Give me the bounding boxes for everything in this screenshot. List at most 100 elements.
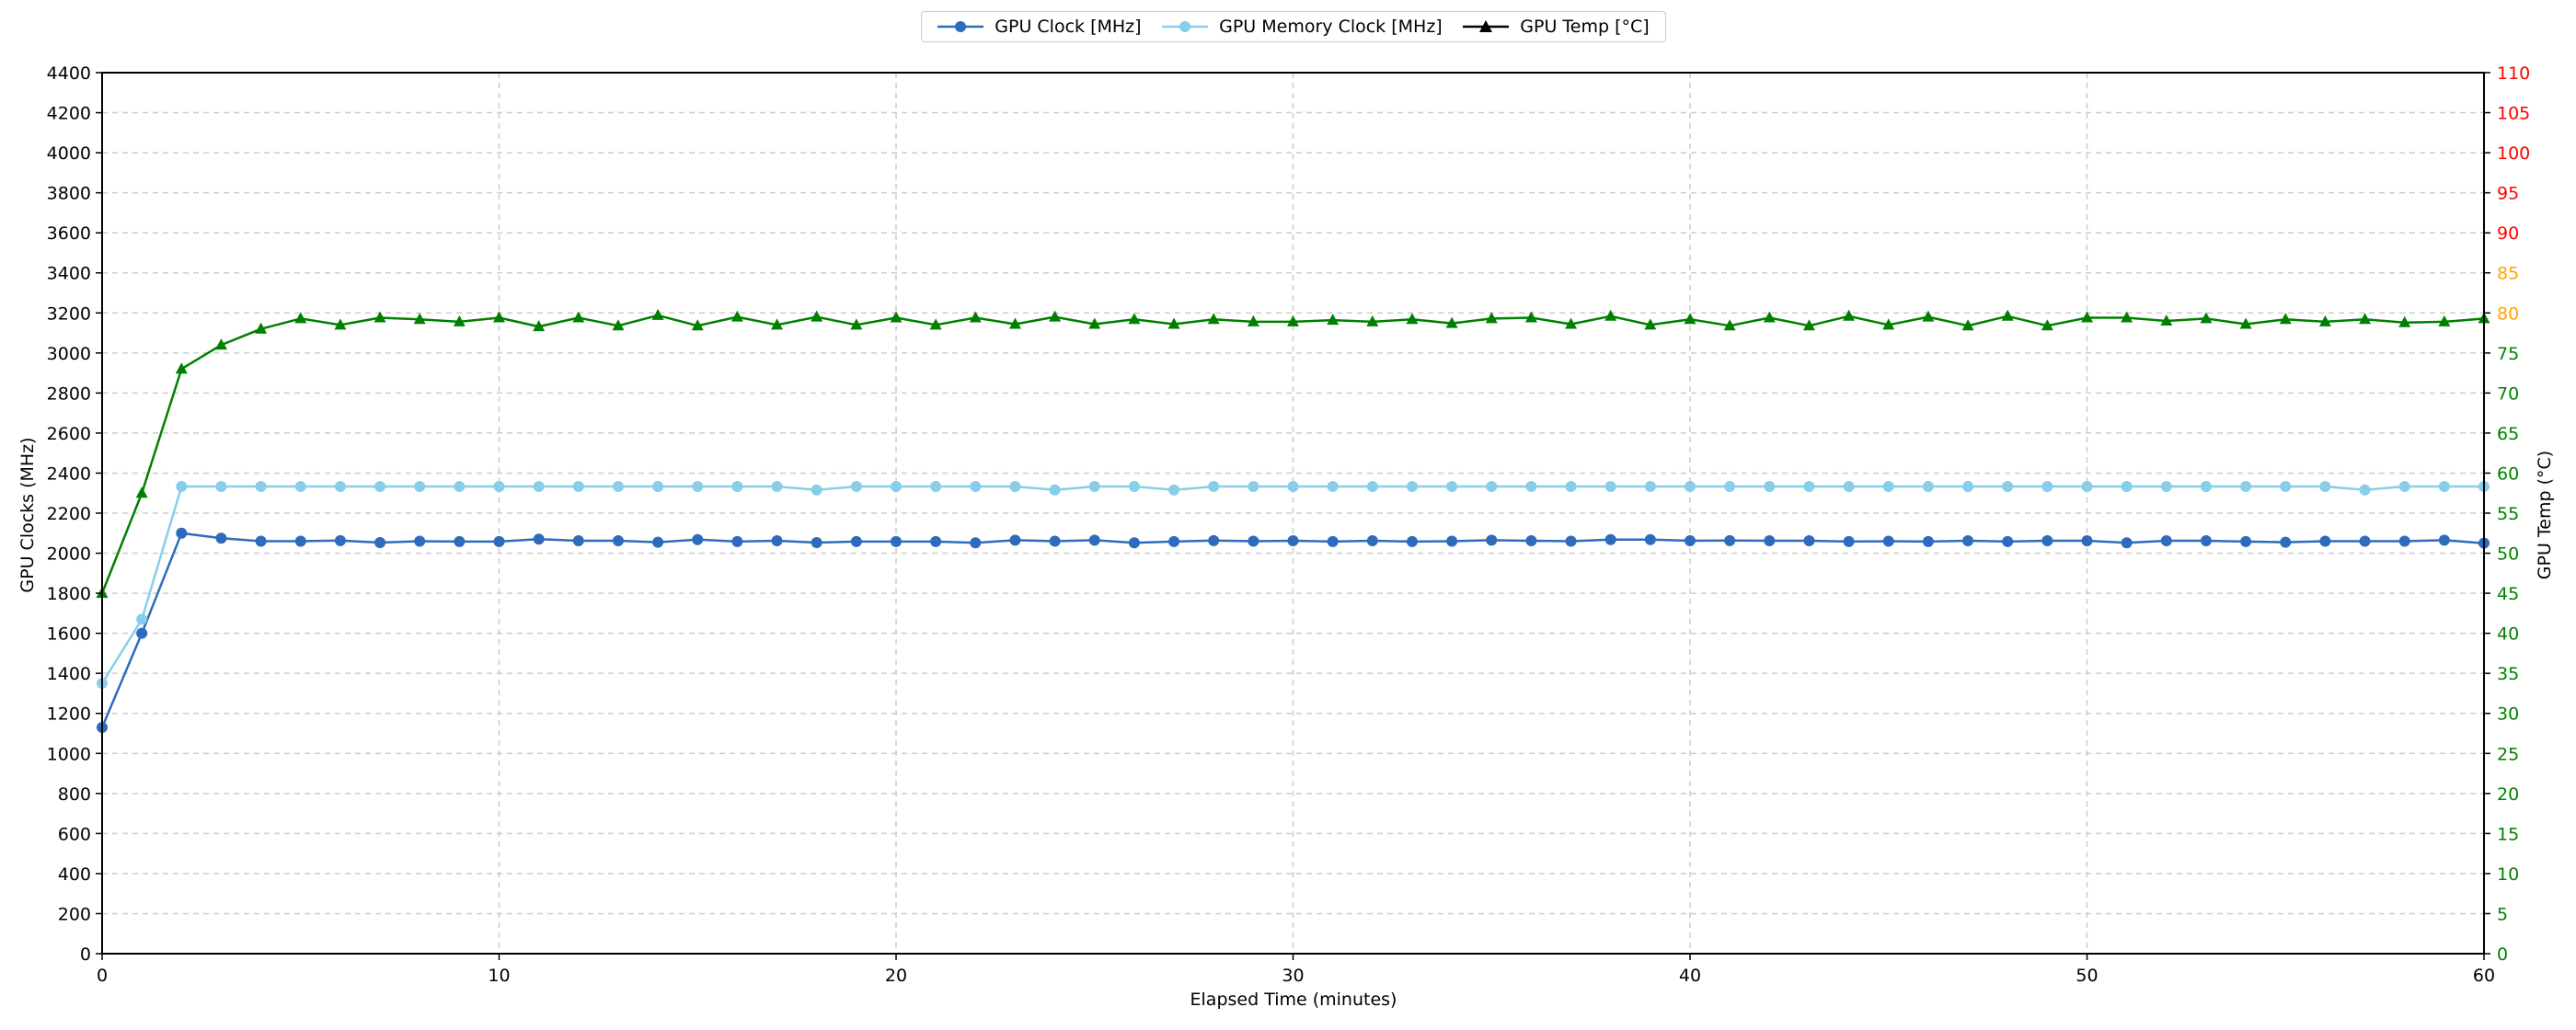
data-point-gpu-memory-clock-mhz xyxy=(454,481,466,493)
data-point-gpu-temp-c xyxy=(1802,319,1815,331)
y2-tick-label: 100 xyxy=(2497,143,2530,164)
data-point-gpu-memory-clock-mhz xyxy=(1248,481,1259,493)
y-tick-label: 0 xyxy=(80,944,91,965)
x-axis-label: Elapsed Time (minutes) xyxy=(1190,990,1397,1010)
data-point-gpu-temp-c xyxy=(1366,315,1379,326)
data-point-gpu-clock-mhz xyxy=(1446,535,1458,547)
data-point-gpu-memory-clock-mhz xyxy=(1525,481,1537,493)
data-point-gpu-memory-clock-mhz xyxy=(2438,481,2450,493)
data-point-gpu-memory-clock-mhz xyxy=(255,481,267,493)
data-point-gpu-temp-c xyxy=(334,318,347,330)
data-point-gpu-temp-c xyxy=(374,311,386,323)
x-tick-label: 30 xyxy=(1282,966,1304,986)
data-point-gpu-clock-mhz xyxy=(1843,535,1855,547)
data-point-gpu-temp-c xyxy=(1644,318,1657,330)
data-point-gpu-clock-mhz xyxy=(1327,535,1339,547)
y-tick-label: 4400 xyxy=(47,63,91,84)
data-point-gpu-temp-c xyxy=(1247,315,1259,326)
data-point-gpu-temp-c xyxy=(2318,315,2331,326)
data-point-gpu-clock-mhz xyxy=(2160,535,2172,547)
data-point-gpu-clock-mhz xyxy=(731,535,743,547)
data-point-gpu-memory-clock-mhz xyxy=(692,481,704,493)
data-point-gpu-clock-mhz xyxy=(771,535,783,547)
data-point-gpu-temp-c xyxy=(811,310,823,322)
y2-tick-label: 80 xyxy=(2497,303,2519,324)
data-point-gpu-clock-mhz xyxy=(970,537,982,549)
data-point-gpu-clock-mhz xyxy=(1049,535,1061,547)
y-tick-label: 4000 xyxy=(47,143,91,164)
y2-tick-label: 50 xyxy=(2497,544,2519,565)
data-point-gpu-clock-mhz xyxy=(1009,534,1021,546)
y-tick-label: 400 xyxy=(58,864,91,885)
data-point-gpu-memory-clock-mhz xyxy=(1327,481,1339,493)
gpu-clock-line-circle-icon xyxy=(937,21,984,32)
legend-label-gpu-temp: GPU Temp [°C] xyxy=(1520,17,1650,37)
data-point-gpu-clock-mhz xyxy=(1168,535,1180,547)
data-point-gpu-memory-clock-mhz xyxy=(1724,481,1736,493)
y-tick-label: 1000 xyxy=(47,744,91,764)
y2-tick-label: 70 xyxy=(2497,383,2519,404)
data-point-gpu-clock-mhz xyxy=(2438,534,2450,546)
data-point-gpu-memory-clock-mhz xyxy=(493,481,505,493)
data-point-gpu-clock-mhz xyxy=(1764,535,1776,547)
data-point-gpu-temp-c xyxy=(572,311,585,323)
data-point-gpu-clock-mhz xyxy=(1208,534,1220,546)
data-point-gpu-memory-clock-mhz xyxy=(1843,481,1855,493)
legend-label-gpu-clock: GPU Clock [MHz] xyxy=(995,17,1142,37)
y-tick-label: 3600 xyxy=(47,223,91,244)
data-point-gpu-clock-mhz xyxy=(1406,535,1418,547)
legend-label-gpu-memory-clock: GPU Memory Clock [MHz] xyxy=(1219,17,1443,37)
data-point-gpu-memory-clock-mhz xyxy=(1604,481,1616,493)
data-point-gpu-clock-mhz xyxy=(1525,535,1537,547)
y2-tick-label: 25 xyxy=(2497,744,2519,764)
data-point-gpu-memory-clock-mhz xyxy=(136,613,148,625)
data-point-gpu-clock-mhz xyxy=(2200,535,2212,547)
data-point-gpu-memory-clock-mhz xyxy=(2002,481,2014,493)
data-point-gpu-temp-c xyxy=(2160,314,2173,326)
data-point-gpu-clock-mhz xyxy=(2398,535,2410,547)
data-point-gpu-clock-mhz xyxy=(414,535,426,547)
data-point-gpu-temp-c xyxy=(771,318,784,330)
y-tick-label: 1400 xyxy=(47,664,91,684)
data-point-gpu-clock-mhz xyxy=(1922,535,1934,547)
data-point-gpu-temp-c xyxy=(1008,317,1021,329)
data-point-gpu-temp-c xyxy=(2001,309,2014,321)
data-point-gpu-memory-clock-mhz xyxy=(930,481,942,493)
y2-tick-label: 40 xyxy=(2497,624,2519,645)
data-point-gpu-memory-clock-mhz xyxy=(215,481,227,493)
series-layer xyxy=(96,308,2490,733)
data-point-gpu-memory-clock-mhz xyxy=(811,484,822,496)
data-point-gpu-memory-clock-mhz xyxy=(2121,481,2133,493)
data-point-gpu-temp-c xyxy=(1327,314,1340,326)
data-point-gpu-temp-c xyxy=(612,319,625,331)
data-point-gpu-memory-clock-mhz xyxy=(2041,481,2053,493)
data-point-gpu-memory-clock-mhz xyxy=(374,481,386,493)
data-point-gpu-temp-c xyxy=(2041,319,2053,331)
data-point-gpu-memory-clock-mhz xyxy=(1208,481,1220,493)
data-point-gpu-memory-clock-mhz xyxy=(850,481,862,493)
data-point-gpu-temp-c xyxy=(1049,310,1062,322)
data-point-gpu-clock-mhz xyxy=(374,537,386,549)
y2-tick-label: 110 xyxy=(2497,63,2530,84)
data-point-gpu-temp-c xyxy=(214,338,227,350)
data-point-gpu-memory-clock-mhz xyxy=(334,481,346,493)
data-point-gpu-temp-c xyxy=(691,319,704,331)
data-point-gpu-memory-clock-mhz xyxy=(1922,481,1934,493)
data-point-gpu-temp-c xyxy=(493,311,505,323)
legend-item-gpu-temp: GPU Temp [°C] xyxy=(1463,17,1650,37)
y2-tick-label: 5 xyxy=(2497,904,2508,924)
gpu-memory-clock-line-circle-icon xyxy=(1162,21,1209,32)
data-point-gpu-clock-mhz xyxy=(2041,535,2053,547)
data-point-gpu-temp-c xyxy=(2121,311,2133,323)
y-tick-label: 2600 xyxy=(47,424,91,444)
data-point-gpu-clock-mhz xyxy=(136,627,148,639)
data-point-gpu-memory-clock-mhz xyxy=(2319,481,2331,493)
data-point-gpu-temp-c xyxy=(2398,315,2411,327)
y2-tick-label: 15 xyxy=(2497,824,2519,844)
data-point-gpu-memory-clock-mhz xyxy=(731,481,743,493)
y-tick-label: 3400 xyxy=(47,264,91,284)
data-point-gpu-temp-c xyxy=(890,311,903,323)
data-point-gpu-memory-clock-mhz xyxy=(294,481,306,493)
y2-tick-label: 65 xyxy=(2497,424,2519,444)
data-point-gpu-temp-c xyxy=(175,362,188,374)
